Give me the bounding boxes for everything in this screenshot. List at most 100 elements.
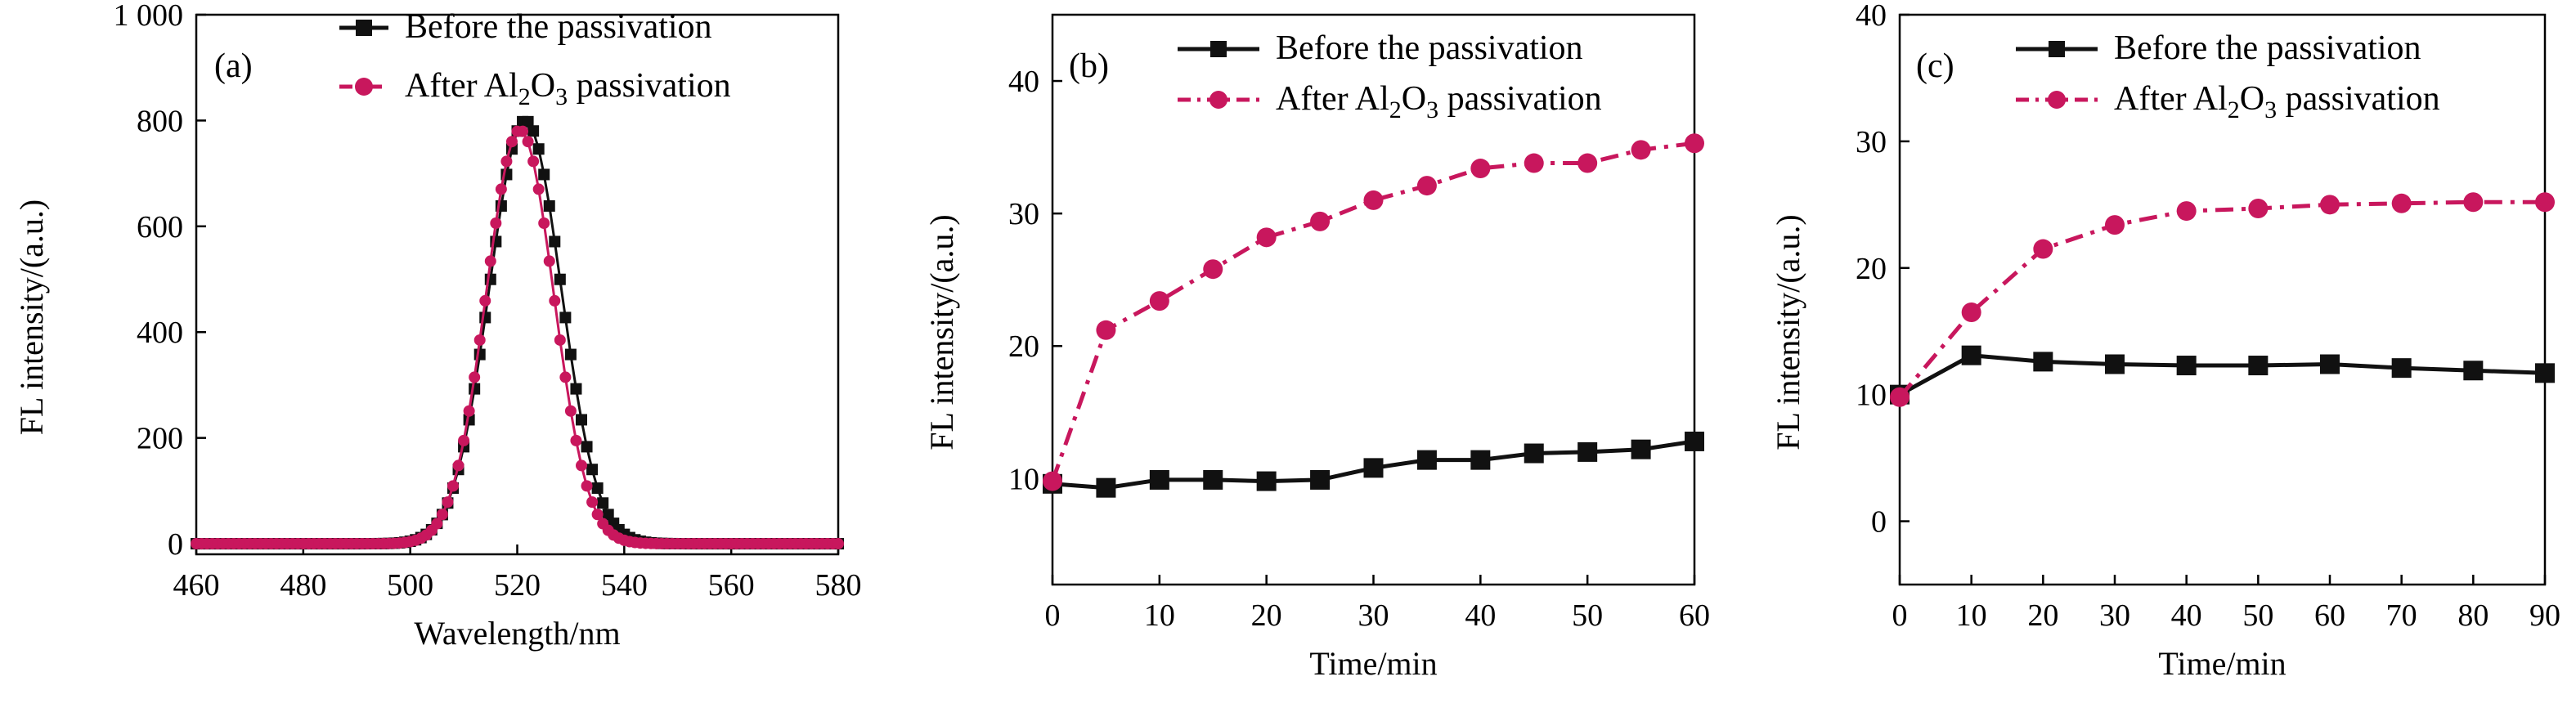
y-tick-label: 40 <box>1008 65 1039 99</box>
x-tick-label: 0 <box>1045 598 1061 633</box>
legend-label-after: After Al2O3 passivation <box>405 67 731 110</box>
data-point-before <box>2535 363 2555 383</box>
data-point-after <box>1961 302 1981 322</box>
data-point-after <box>832 538 844 550</box>
chart-panel-c: 0 10 20 30 40 50 60 70 80 90 0 10 20 30 40 Time/min FL i… <box>1770 0 2560 682</box>
data-point-after <box>1577 153 1598 173</box>
data-point-before <box>1096 477 1116 498</box>
data-point-after <box>2033 239 2053 259</box>
legend-label-after-part: 2 <box>518 83 531 110</box>
data-point-after <box>1470 159 1491 179</box>
legend-marker-after <box>2048 91 2066 109</box>
data-point-after <box>517 125 529 137</box>
x-tick-label: 560 <box>708 568 755 603</box>
y-tick-label: 400 <box>137 316 183 350</box>
data-point-before <box>2248 356 2269 376</box>
plot-frame <box>1898 13 2547 586</box>
legend-label-after-part: After Al <box>1276 80 1389 118</box>
data-point-after <box>490 217 502 229</box>
data-point-after <box>549 294 561 307</box>
legend-marker-after <box>1209 91 1227 109</box>
legend-label-after-part: passivation <box>2277 80 2439 118</box>
data-point-before <box>554 273 566 285</box>
x-tick-label: 50 <box>2242 598 2273 633</box>
data-point-after <box>1310 211 1331 231</box>
y-tick-label: 40 <box>1856 0 1887 33</box>
x-tick-label: 480 <box>280 568 326 603</box>
legend-label-after-part: After Al <box>405 67 518 105</box>
legend-label-before: Before the passivation <box>405 8 712 46</box>
data-point-after <box>1149 291 1169 311</box>
chart-panel-a: 460 480 500 520 540 560 580 0 200 400 600 800 1 000 W… <box>13 0 862 652</box>
data-point-before <box>473 348 486 361</box>
data-point-before <box>1256 471 1277 491</box>
data-point-before <box>1577 441 1598 462</box>
legend-label-after-part: O <box>1402 80 1426 118</box>
data-point-after <box>2248 198 2269 218</box>
y-tick-label: 30 <box>1856 125 1887 159</box>
data-point-after <box>1043 471 1062 491</box>
data-point-before <box>549 235 561 248</box>
data-point-after <box>463 405 475 417</box>
legend-label-after-part: O <box>2240 80 2264 118</box>
data-point-before <box>2033 352 2053 372</box>
data-point-after <box>1631 140 1651 160</box>
series-after <box>1890 192 2555 407</box>
data-point-after <box>1096 320 1116 340</box>
y-tick-label: 10 <box>1856 379 1887 413</box>
data-point-after <box>522 136 534 148</box>
data-point-after <box>431 518 443 530</box>
y-axis-label: FL intensity/(a.u.) <box>923 214 960 450</box>
data-point-after <box>543 255 555 267</box>
data-point-after <box>473 334 486 346</box>
x-tick-label: 10 <box>1144 598 1175 633</box>
data-point-before <box>1203 469 1223 490</box>
x-tick-label: 0 <box>1892 598 1908 633</box>
data-point-after <box>576 459 587 472</box>
data-point-after <box>564 405 577 417</box>
y-tick-label: 20 <box>1008 329 1039 364</box>
data-point-after <box>586 496 599 509</box>
legend-marker-after <box>355 78 373 96</box>
x-tick-label: 540 <box>601 568 648 603</box>
data-point-before <box>2391 358 2412 379</box>
data-point-before <box>591 482 604 495</box>
data-point-after <box>1363 190 1384 210</box>
data-point-after <box>500 155 513 168</box>
data-point-before <box>1961 345 1981 365</box>
legend-label-before: Before the passivation <box>2114 29 2421 67</box>
data-point-before <box>1470 450 1491 470</box>
series-after <box>191 125 844 550</box>
chart-panel-b: 0 10 20 30 40 50 60 10 20 30 40 Time/min FL intensit… <box>923 13 1710 682</box>
x-axis-label: Wavelength/nm <box>414 615 620 652</box>
x-tick-label: 460 <box>173 568 220 603</box>
data-point-after <box>495 183 507 195</box>
legend-label-after-part: After Al <box>2114 80 2228 118</box>
data-point-after <box>591 509 604 521</box>
data-point-after <box>570 434 582 446</box>
data-point-before <box>522 115 534 128</box>
x-tick-label: 40 <box>1465 598 1496 633</box>
data-point-before <box>538 168 550 181</box>
data-point-after <box>2105 215 2125 235</box>
data-point-before <box>1685 431 1704 451</box>
data-point-before <box>570 383 582 395</box>
legend: Before the passivation After Al2O3 passiv… <box>339 8 731 110</box>
legend-label-after-part: passivation <box>1438 80 1601 118</box>
data-point-after <box>554 334 566 346</box>
data-point-before <box>559 311 572 324</box>
data-point-before <box>1631 439 1651 459</box>
y-tick-label: 30 <box>1008 197 1039 231</box>
legend-label-after-part: O <box>531 67 555 105</box>
x-tick-label: 40 <box>2171 598 2202 633</box>
data-point-after <box>442 496 454 509</box>
data-point-after <box>1524 153 1544 173</box>
data-point-after <box>1890 387 1910 407</box>
data-point-before <box>576 414 587 426</box>
panel-label: (b) <box>1069 47 1109 85</box>
data-point-after <box>1685 133 1704 154</box>
legend-label-after: After Al2O3 passivation <box>2114 80 2440 123</box>
series-before <box>1890 345 2555 405</box>
data-point-before <box>597 497 609 509</box>
